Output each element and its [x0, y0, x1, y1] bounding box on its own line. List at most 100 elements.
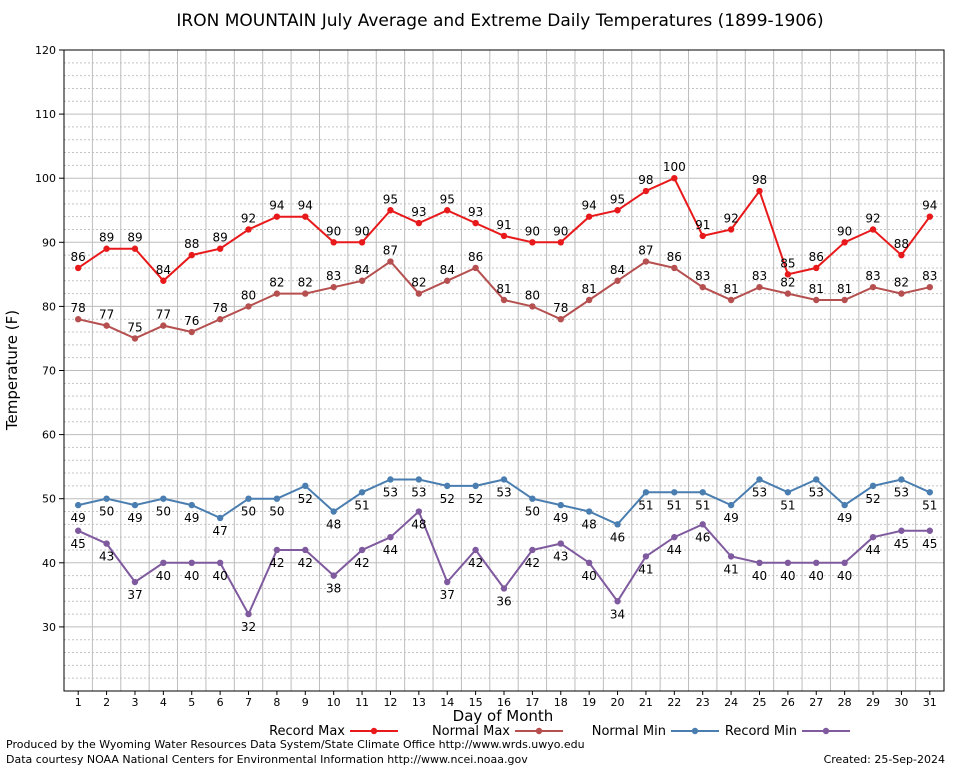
data-label: 82 — [269, 276, 284, 290]
data-point — [727, 226, 735, 233]
x-tick-label: 17 — [525, 696, 539, 709]
data-label: 92 — [865, 211, 880, 225]
data-label: 53 — [752, 485, 767, 499]
x-tick-label: 6 — [217, 696, 224, 709]
data-label: 82 — [780, 276, 795, 290]
data-label: 80 — [525, 288, 540, 302]
data-point — [671, 175, 678, 182]
x-tick-label: 26 — [781, 696, 795, 709]
y-tick-label: 80 — [42, 300, 56, 313]
data-point — [671, 489, 678, 496]
data-point — [358, 489, 366, 496]
data-point — [444, 207, 451, 214]
data-point — [642, 489, 650, 496]
data-point — [557, 239, 564, 246]
data-label: 94 — [922, 199, 937, 213]
data-label: 100 — [663, 160, 686, 174]
data-point — [273, 213, 281, 220]
data-point — [245, 226, 252, 233]
data-point — [216, 245, 224, 252]
data-point — [926, 527, 934, 534]
grid — [64, 49, 944, 691]
data-label: 82 — [298, 276, 313, 290]
legend-marker — [691, 727, 699, 735]
data-label: 43 — [99, 550, 114, 564]
data-point — [415, 219, 423, 227]
data-label: 93 — [468, 205, 483, 219]
data-point — [898, 251, 905, 259]
data-point — [500, 232, 508, 240]
data-label: 90 — [525, 224, 540, 238]
data-label: 84 — [440, 263, 455, 277]
legend-item: Normal Min — [592, 724, 719, 739]
data-label: 53 — [383, 485, 398, 499]
legend-marker — [370, 727, 378, 735]
data-label: 53 — [411, 485, 426, 499]
data-point — [699, 489, 706, 496]
data-point — [614, 277, 621, 284]
data-label: 50 — [269, 505, 284, 519]
y-tick-label: 110 — [35, 108, 56, 121]
data-point — [898, 527, 905, 534]
data-label: 49 — [553, 511, 568, 525]
data-point — [756, 476, 763, 483]
x-tick-label: 23 — [696, 696, 710, 709]
data-point — [245, 495, 252, 502]
x-tick-label: 2 — [103, 696, 110, 709]
data-point — [614, 207, 621, 214]
data-label: 82 — [894, 276, 909, 290]
data-point — [472, 264, 479, 272]
data-label: 51 — [695, 498, 710, 512]
data-point — [131, 501, 139, 509]
data-point — [387, 533, 394, 541]
data-point — [103, 540, 110, 547]
y-tick-label: 30 — [42, 621, 56, 634]
data-point — [358, 277, 366, 284]
data-point — [216, 316, 224, 323]
data-label: 78 — [212, 301, 227, 315]
data-point — [358, 546, 366, 554]
data-label: 45 — [922, 537, 937, 551]
data-point — [387, 476, 394, 483]
data-label: 85 — [780, 256, 795, 270]
data-label: 45 — [894, 537, 909, 551]
data-point — [699, 283, 706, 291]
data-label: 37 — [440, 588, 455, 602]
data-label: 52 — [440, 492, 455, 506]
data-point — [216, 514, 224, 522]
data-point — [273, 495, 281, 502]
data-point — [756, 187, 763, 195]
data-point — [330, 239, 337, 246]
data-label: 40 — [837, 569, 852, 583]
data-point — [671, 533, 678, 541]
data-label: 77 — [99, 308, 114, 322]
data-point — [727, 296, 735, 304]
footer-data-courtesy: Data courtesy NOAA National Centers for … — [6, 753, 528, 766]
x-tick-label: 7 — [245, 696, 252, 709]
data-label: 83 — [865, 269, 880, 283]
x-tick-label: 8 — [273, 696, 280, 709]
data-label: 83 — [695, 269, 710, 283]
data-label: 93 — [411, 205, 426, 219]
data-label: 87 — [383, 244, 398, 258]
data-label: 49 — [723, 511, 738, 525]
y-tick-label: 50 — [42, 493, 56, 506]
data-label: 49 — [71, 511, 86, 525]
data-label: 83 — [752, 269, 767, 283]
data-point — [671, 264, 678, 272]
data-label: 46 — [695, 530, 710, 544]
x-tick-label: 3 — [131, 696, 138, 709]
data-point — [841, 501, 848, 509]
legend-label: Normal Max — [432, 724, 510, 739]
footer-produced-by: Produced by the Wyoming Water Resources … — [6, 738, 585, 751]
data-label: 86 — [667, 250, 682, 264]
data-point — [74, 527, 82, 534]
data-point — [188, 251, 195, 259]
x-tick-label: 22 — [667, 696, 681, 709]
data-point — [784, 290, 792, 297]
data-label: 45 — [71, 537, 86, 551]
data-label: 44 — [667, 543, 682, 557]
data-point — [869, 482, 877, 490]
series-layer: 86 89 89 84 88 89 92 94 94 90 90 95 93 95 93 91 90 90 94 95… — [71, 160, 938, 634]
data-point — [529, 303, 536, 310]
